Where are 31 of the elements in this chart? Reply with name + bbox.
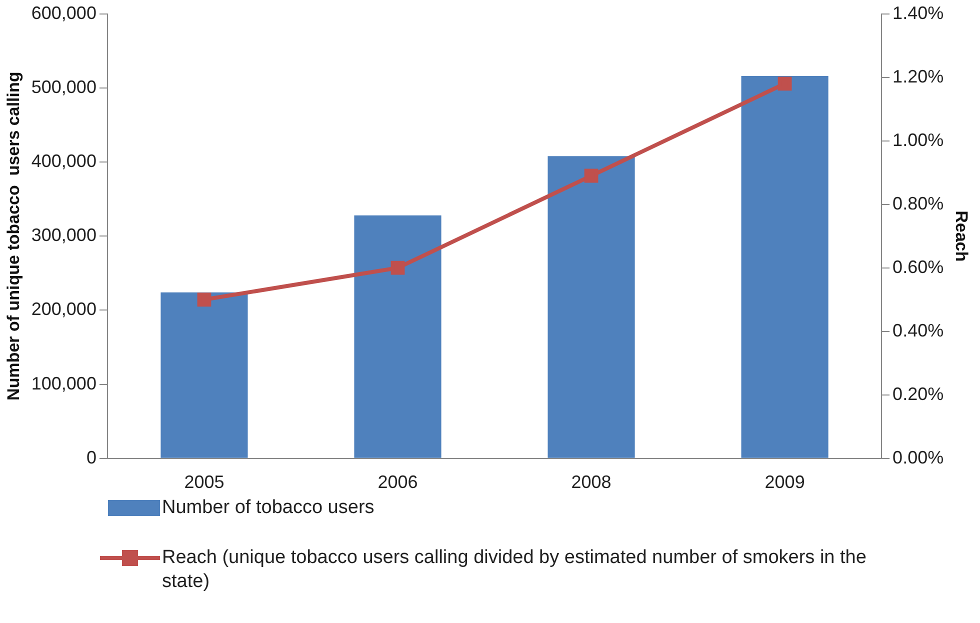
y-axis-title: Number of unique tobacco users calling [4,72,23,400]
y-tick-label: 600,000 [31,2,96,23]
point [390,260,405,275]
y2-tick-label: 0.20% [892,384,944,404]
y-tick-label: 200,000 [31,299,96,320]
x-tick-label: 2008 [571,472,612,492]
bar [741,76,828,458]
point [584,168,598,183]
bar [354,215,442,458]
y2-tick-label: 1.20% [892,66,944,86]
legend-label: Reach (unique tobacco users calling divided by estimated number of smokers in the state) [162,546,868,594]
x-tick-label: 2006 [378,472,418,492]
bar [548,156,635,458]
y2-tick-label: 1.40% [892,2,944,23]
y-tick-label: 100,000 [31,373,96,394]
legend-label: Number of tobacco users [162,496,374,520]
x-tick-label: 2005 [184,472,224,492]
y2-tick-label: 0.60% [892,256,944,277]
bar [160,292,248,458]
y2-tick-label: 0.80% [892,193,944,214]
y2-tick-label: 0.00% [892,447,944,468]
y2-tick-label: 1.00% [892,130,944,150]
y-tick-label: 500,000 [31,76,96,97]
point [197,292,212,307]
y2-axis-title: Reach [952,210,972,262]
y-tick-label: 0 [86,447,96,468]
y2-tick-label: 0.40% [892,320,944,340]
x-tick-label: 2009 [764,472,805,492]
point [778,76,792,91]
y-tick-label: 300,000 [31,225,96,246]
y-tick-label: 400,000 [31,150,96,171]
